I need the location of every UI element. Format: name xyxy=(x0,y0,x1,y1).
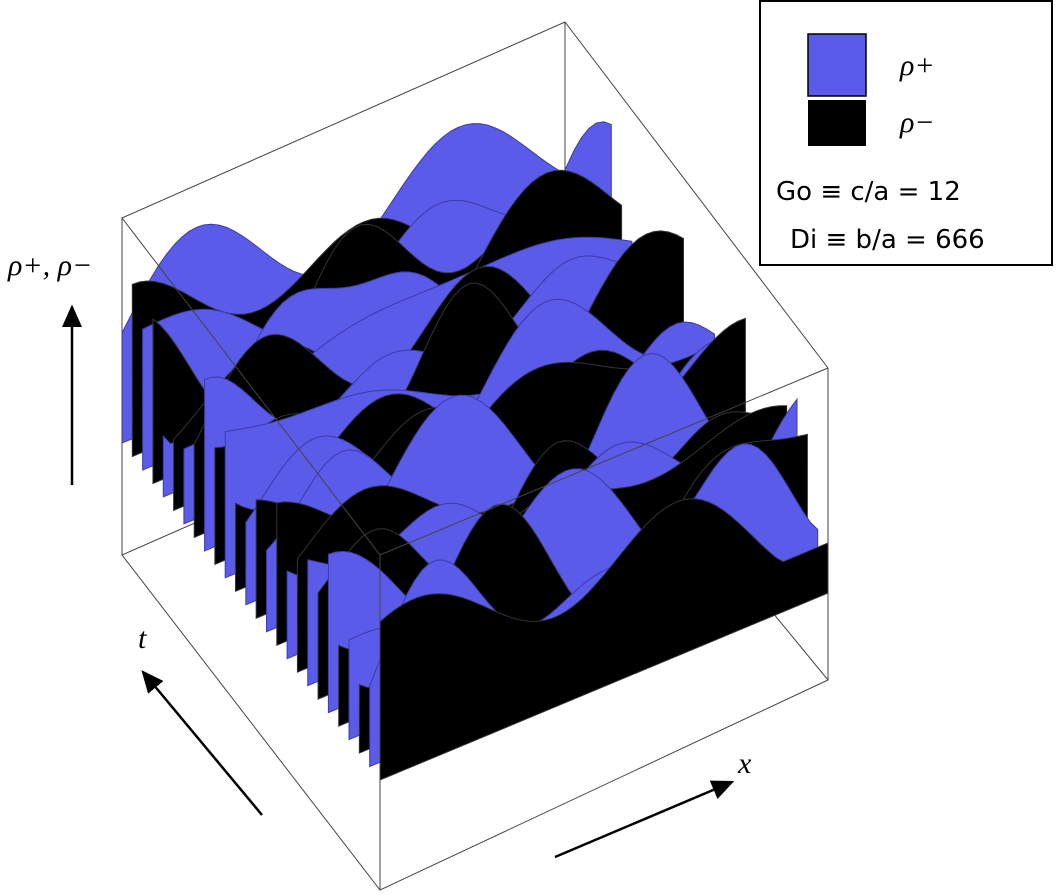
legend-swatch xyxy=(808,100,866,146)
surface-strip xyxy=(379,498,829,781)
box-front xyxy=(121,21,829,891)
axis-label: ρ+, ρ− xyxy=(7,249,92,282)
axis-label: t xyxy=(138,622,147,655)
axis-label: x xyxy=(737,747,752,780)
axis-arrow xyxy=(554,780,735,859)
param-text: Go ≡ c/a = 12 xyxy=(776,177,961,207)
legend-label: ρ− xyxy=(899,106,935,139)
legend-swatch xyxy=(807,33,867,97)
axis-arrow xyxy=(141,670,263,816)
param-text: Di ≡ b/a = 666 xyxy=(790,225,985,255)
surface xyxy=(121,121,829,781)
legend-label: ρ+ xyxy=(899,49,935,82)
